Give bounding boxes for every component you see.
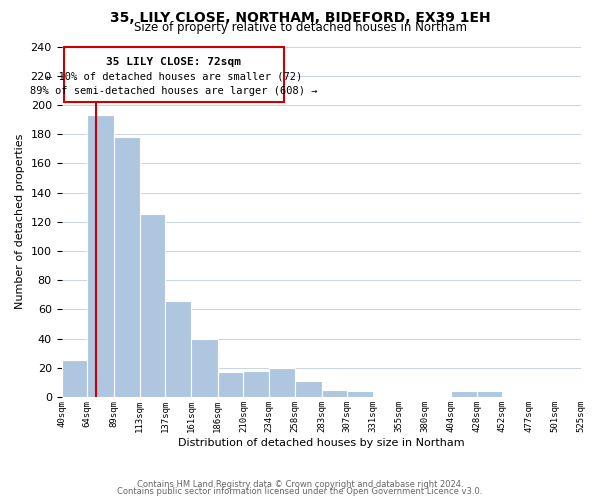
Text: ← 10% of detached houses are smaller (72): ← 10% of detached houses are smaller (72…	[46, 72, 302, 82]
Bar	[295, 381, 322, 397]
Bar	[218, 372, 244, 397]
Y-axis label: Number of detached properties: Number of detached properties	[15, 134, 25, 310]
Bar	[244, 370, 269, 397]
Text: 35, LILY CLOSE, NORTHAM, BIDEFORD, EX39 1EH: 35, LILY CLOSE, NORTHAM, BIDEFORD, EX39 …	[110, 11, 490, 25]
Text: 35 LILY CLOSE: 72sqm: 35 LILY CLOSE: 72sqm	[106, 56, 241, 66]
Bar	[191, 338, 218, 397]
Text: 89% of semi-detached houses are larger (608) →: 89% of semi-detached houses are larger (…	[30, 86, 317, 96]
Bar	[140, 214, 166, 397]
Text: Contains HM Land Registry data © Crown copyright and database right 2024.: Contains HM Land Registry data © Crown c…	[137, 480, 463, 489]
Bar	[62, 360, 87, 397]
Bar	[114, 137, 140, 397]
Bar	[477, 391, 502, 397]
Text: Contains public sector information licensed under the Open Government Licence v3: Contains public sector information licen…	[118, 487, 482, 496]
Bar	[166, 300, 191, 397]
X-axis label: Distribution of detached houses by size in Northam: Distribution of detached houses by size …	[178, 438, 464, 448]
FancyBboxPatch shape	[64, 46, 284, 102]
Bar	[322, 390, 347, 397]
Bar	[451, 391, 477, 397]
Text: Size of property relative to detached houses in Northam: Size of property relative to detached ho…	[133, 22, 467, 35]
Bar	[269, 368, 295, 397]
Bar	[347, 391, 373, 397]
Bar	[87, 115, 114, 397]
